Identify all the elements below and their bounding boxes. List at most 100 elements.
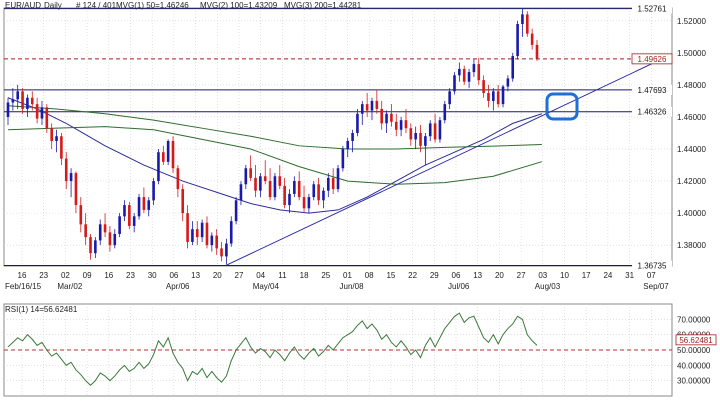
candle-body xyxy=(390,113,393,122)
candle-body xyxy=(191,229,194,242)
x-month-label: Sep/07 xyxy=(643,282,669,291)
rsi-y-tick-label: 30.00000 xyxy=(677,377,711,386)
candle-body xyxy=(336,168,340,190)
moving-average-line xyxy=(7,97,543,214)
candle-body xyxy=(394,121,398,130)
candle-body xyxy=(30,97,34,105)
header-bar-info: # 124 / 401 xyxy=(76,1,117,10)
trendline xyxy=(226,53,673,266)
x-tick-label: 07 xyxy=(647,271,656,280)
header-period: Daily xyxy=(44,1,62,10)
candle-body xyxy=(404,120,408,129)
candle-body xyxy=(157,152,160,182)
x-tick-label: 02 xyxy=(61,271,70,280)
rsi-title: RSI(1) 14=56.62481 xyxy=(5,305,78,314)
candle-body xyxy=(530,33,534,45)
x-tick-label: 01 xyxy=(343,271,352,280)
price-line-label: 1.52761 xyxy=(638,5,667,14)
candle-body xyxy=(229,221,233,244)
candle-body xyxy=(26,97,29,109)
x-tick-label: 06 xyxy=(452,271,461,280)
candle-body xyxy=(501,86,505,105)
x-tick-label: 20 xyxy=(495,271,504,280)
candle-body xyxy=(259,176,262,191)
rsi-y-tick-label: 40.00000 xyxy=(677,361,711,370)
candle-body xyxy=(152,181,155,201)
candle-body xyxy=(263,176,267,182)
candles xyxy=(6,8,539,265)
candle-body xyxy=(360,104,364,114)
x-tick-label: 16 xyxy=(104,271,113,280)
price-line-label: 1.46326 xyxy=(638,108,667,117)
candle-body xyxy=(176,168,180,190)
candle-body xyxy=(312,184,316,198)
price-lines xyxy=(4,8,672,266)
candle-body xyxy=(443,104,447,121)
candle-body xyxy=(239,184,243,201)
moving-average-line xyxy=(7,105,542,150)
candle-body xyxy=(210,235,214,246)
candle-body xyxy=(419,132,422,146)
candle-body xyxy=(147,200,151,210)
candle-body xyxy=(64,158,68,182)
candle-body xyxy=(414,132,417,140)
candle-body xyxy=(45,107,49,129)
candle-body xyxy=(220,248,223,257)
rsi-line-layer xyxy=(4,312,672,386)
candle-body xyxy=(6,102,10,117)
x-month-label: May/04 xyxy=(253,282,280,291)
candle-body xyxy=(132,216,136,226)
candle-body xyxy=(462,68,466,82)
candle-body xyxy=(346,141,350,150)
candle-body xyxy=(108,232,112,246)
candle-body xyxy=(399,120,403,130)
x-tick-label: 27 xyxy=(517,271,526,280)
candle-body xyxy=(477,64,481,81)
candle-body xyxy=(205,222,209,246)
price-line-label: 1.47693 xyxy=(638,86,667,95)
x-tick-label: 23 xyxy=(39,271,48,280)
x-tick-label: 09 xyxy=(83,271,92,280)
price-panel xyxy=(3,7,673,267)
candle-body xyxy=(472,64,476,73)
candle-body xyxy=(511,56,515,79)
rsi-line xyxy=(7,312,538,386)
x-tick-label: 10 xyxy=(560,271,569,280)
x-tick-label: 31 xyxy=(625,271,634,280)
candle-body xyxy=(448,91,451,105)
candle-body xyxy=(128,205,131,226)
header-symbol: EUR/AUD xyxy=(5,1,41,10)
candle-body xyxy=(341,149,345,169)
candle-body xyxy=(89,237,92,254)
price-line-label-box xyxy=(632,260,672,271)
candle-body xyxy=(521,14,524,25)
candle-body xyxy=(137,197,141,217)
candle-body xyxy=(482,80,485,93)
x-tick-label: 29 xyxy=(430,271,439,280)
candle-body xyxy=(40,107,44,119)
candle-body xyxy=(113,233,117,246)
moving-averages xyxy=(7,97,543,214)
x-tick-label: 11 xyxy=(278,271,287,280)
candle-body xyxy=(496,91,500,105)
candle-body xyxy=(535,44,539,59)
candle-body xyxy=(492,91,495,101)
x-tick-label: 13 xyxy=(191,271,200,280)
candle-body xyxy=(166,141,170,162)
x-tick-label: 24 xyxy=(603,271,612,280)
y-tick-label: 1.46000 xyxy=(677,113,706,122)
candle-body xyxy=(356,113,359,133)
price-line-label-box xyxy=(631,53,673,65)
y-tick-label: 1.38000 xyxy=(677,241,706,250)
candle-body xyxy=(215,235,218,249)
candle-body xyxy=(103,224,107,233)
x-tick-label: 20 xyxy=(213,271,222,280)
price-line-label-box xyxy=(632,106,672,117)
candle-body xyxy=(278,176,282,186)
candle-body xyxy=(195,229,199,238)
candle-body xyxy=(142,197,146,210)
candle-body xyxy=(249,168,252,178)
candle-body xyxy=(186,213,189,242)
candle-body xyxy=(98,224,102,241)
candle-body xyxy=(254,177,257,191)
